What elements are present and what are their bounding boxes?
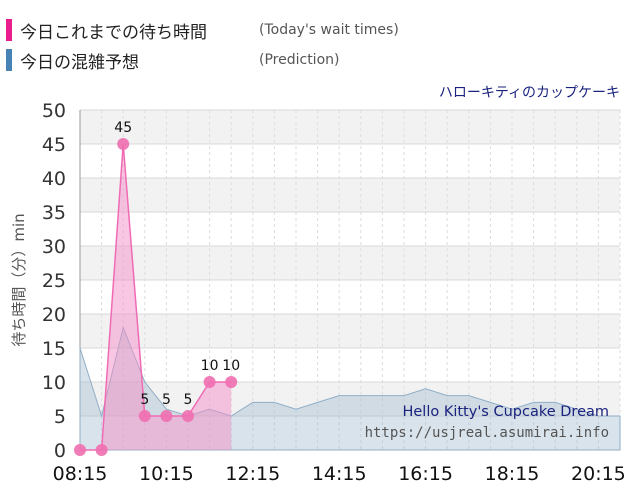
watermark-url: https://usjreal.asumirai.info — [365, 425, 609, 441]
attraction-name: ハローキティのカップケーキ — [438, 85, 620, 101]
y-axis-label: 待ち時間（分）min — [10, 213, 28, 346]
legend-today-swatch — [6, 19, 12, 41]
plot-band — [80, 246, 620, 280]
today-point — [117, 138, 130, 150]
y-tick-label: 50 — [42, 100, 66, 122]
y-tick-label: 5 — [54, 406, 66, 428]
plot-band — [80, 212, 620, 246]
today-point — [95, 444, 108, 456]
x-tick-label: 12:15 — [225, 463, 280, 485]
y-tick-label: 0 — [54, 440, 66, 462]
y-tick-label: 10 — [42, 372, 66, 394]
y-tick-label: 40 — [42, 168, 66, 190]
plot-band — [80, 314, 620, 348]
x-tick-label: 20:15 — [571, 463, 626, 485]
x-tick-label: 08:15 — [53, 463, 108, 485]
today-point — [160, 410, 173, 422]
today-point — [203, 376, 216, 388]
today-point — [74, 444, 86, 456]
x-tick-label: 16:15 — [398, 463, 453, 485]
today-data-label: 5 — [162, 392, 171, 408]
y-tick-label: 35 — [42, 202, 66, 224]
today-data-label: 5 — [140, 392, 149, 408]
today-data-label: 10 — [222, 358, 240, 374]
today-data-label: 10 — [201, 358, 219, 374]
watermark-title: Hello Kitty's Cupcake Dream — [402, 404, 609, 420]
legend-prediction-sub: (Prediction) — [259, 52, 340, 68]
today-point — [182, 410, 194, 422]
today-data-label: 5 — [184, 392, 193, 408]
legend-prediction-swatch — [6, 49, 12, 71]
legend-prediction-label: 今日の混雑予想 — [20, 52, 139, 73]
today-point — [138, 410, 151, 422]
y-tick-label: 20 — [42, 304, 66, 326]
y-tick-label: 15 — [42, 338, 66, 360]
y-tick-label: 45 — [42, 134, 66, 156]
plot-band — [80, 280, 620, 314]
x-tick-label: 14:15 — [312, 463, 367, 485]
plot-band — [80, 178, 620, 212]
plot-band — [80, 144, 620, 178]
today-data-label: 45 — [114, 120, 132, 136]
legend-today-label: 今日これまでの待ち時間 — [20, 22, 207, 43]
y-tick-label: 25 — [42, 270, 66, 292]
plot-band — [80, 110, 620, 144]
y-tick-label: 30 — [42, 236, 66, 258]
today-point — [225, 376, 238, 388]
plot-band — [80, 348, 620, 382]
x-tick-label: 18:15 — [485, 463, 540, 485]
x-tick-label: 10:15 — [139, 463, 194, 485]
today-line — [80, 143, 232, 451]
legend-today-sub: (Today's wait times) — [259, 22, 399, 38]
